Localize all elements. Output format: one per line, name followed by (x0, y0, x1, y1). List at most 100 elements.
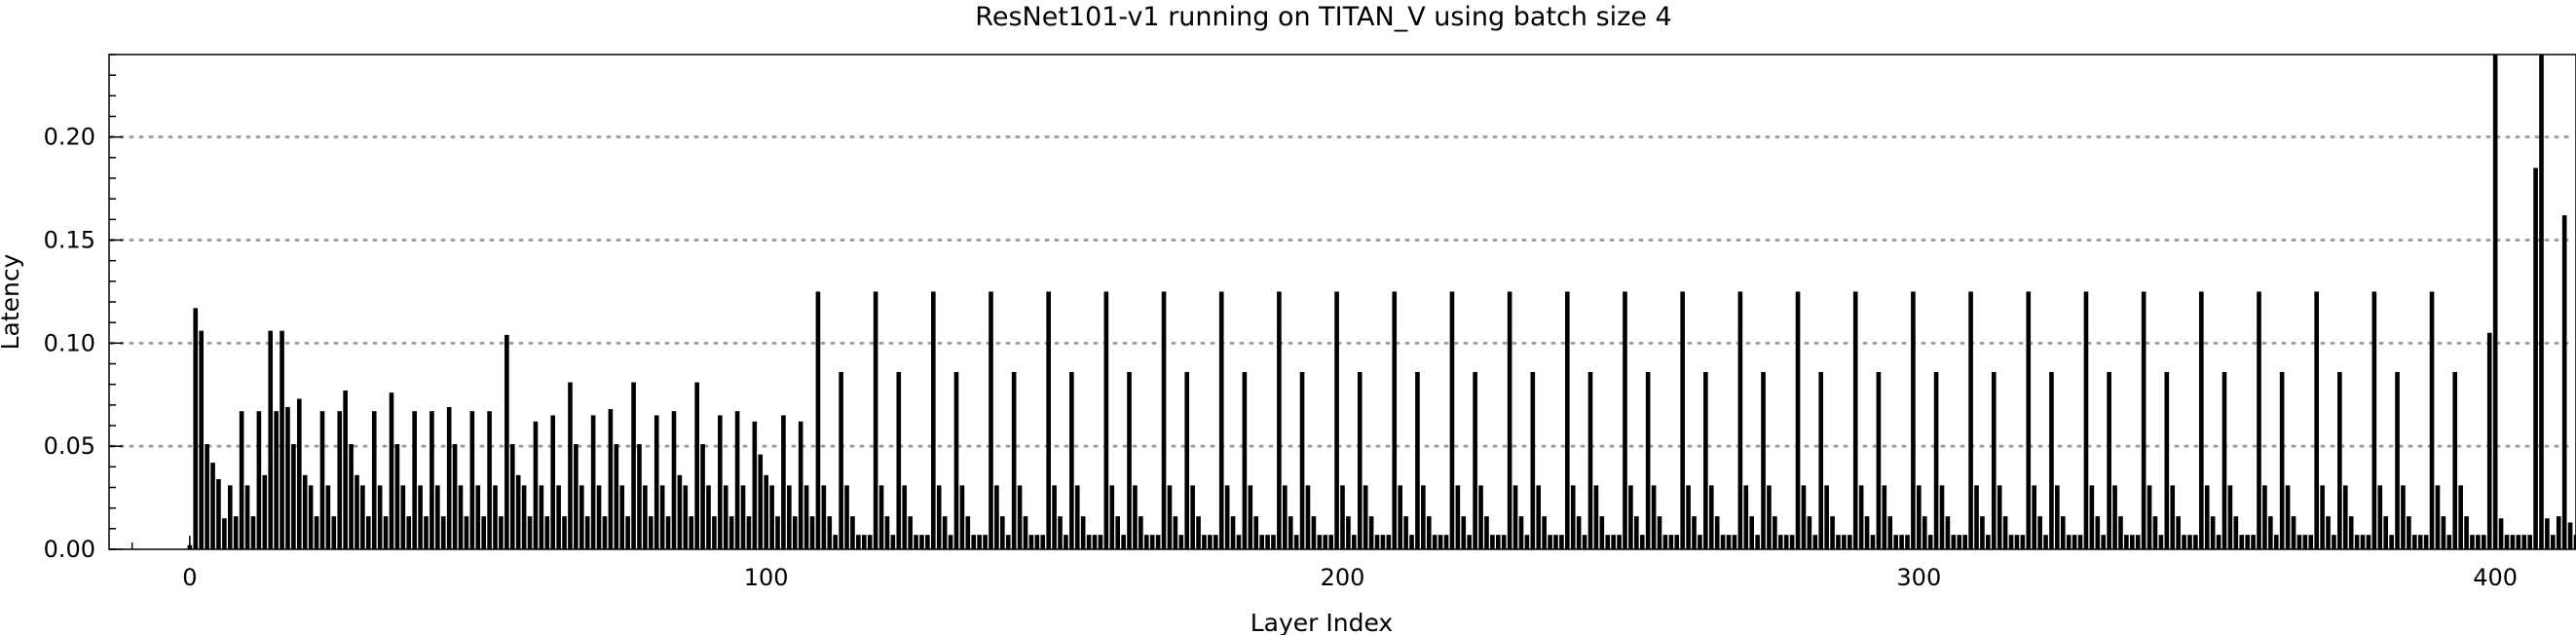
bar (319, 411, 325, 549)
bar (1340, 485, 1345, 549)
bar (809, 516, 815, 549)
bar (1657, 516, 1662, 549)
bar (625, 516, 630, 549)
bar (798, 421, 803, 549)
bar (1415, 371, 1420, 549)
bar (821, 485, 827, 549)
bar (677, 474, 683, 549)
bar (775, 516, 780, 549)
bar (2533, 168, 2538, 550)
bar (2527, 535, 2532, 549)
bar (562, 516, 567, 549)
bar (383, 516, 389, 549)
bar (2204, 485, 2210, 549)
bar (360, 485, 365, 549)
bar (1899, 535, 1904, 549)
bar (2014, 535, 2020, 549)
bar (1046, 291, 1051, 549)
bar (2083, 291, 2089, 549)
bar (1184, 371, 1190, 549)
bar (400, 485, 406, 549)
x-tick-label: 0 (182, 564, 197, 591)
bar (1288, 516, 1293, 549)
bar (1011, 371, 1017, 549)
bar (1040, 535, 1046, 549)
bar (890, 535, 896, 549)
bar (1098, 535, 1103, 549)
bar (1242, 371, 1248, 549)
bar (1842, 535, 1847, 549)
bar (1380, 535, 1386, 549)
bar (746, 516, 752, 549)
bar (596, 485, 602, 549)
bar (931, 291, 936, 549)
bar (1109, 485, 1115, 549)
bar (1409, 535, 1414, 549)
bar (602, 516, 608, 549)
bar (1190, 485, 1195, 549)
bar (296, 398, 302, 549)
bar (1323, 535, 1328, 549)
bar (803, 485, 809, 549)
bar (878, 485, 884, 549)
bar (1208, 535, 1213, 549)
bar (1789, 535, 1795, 549)
bar (2492, 55, 2498, 549)
bar (1986, 535, 1991, 549)
bar (1593, 485, 1599, 549)
bar (2227, 485, 2233, 549)
bar (1374, 535, 1380, 549)
bar (435, 485, 440, 549)
bar (424, 516, 429, 549)
bar (1478, 485, 1483, 549)
bar (544, 516, 550, 549)
bar (1542, 516, 1547, 549)
bar (1852, 291, 1858, 549)
bar (948, 535, 953, 549)
bar (1473, 371, 1477, 549)
bar (1703, 371, 1708, 549)
bar (1773, 516, 1777, 549)
bar (1991, 371, 1997, 549)
bar (1064, 535, 1068, 549)
bar (2124, 535, 2129, 549)
bar (1628, 485, 1633, 549)
bar (1149, 535, 1155, 549)
bar (2326, 516, 2331, 549)
bar (653, 415, 659, 549)
bar (2498, 518, 2504, 549)
bar (1058, 516, 1063, 549)
bar (1293, 535, 1299, 549)
bar (2470, 535, 2475, 549)
bar (1368, 516, 1374, 549)
bar (1127, 371, 1132, 549)
bar (1576, 516, 1582, 549)
bar (1484, 516, 1489, 549)
bar (244, 485, 250, 549)
bar (1623, 291, 1627, 549)
bar (896, 371, 902, 549)
bar (331, 516, 337, 549)
bar (233, 516, 239, 549)
bar (1587, 371, 1593, 549)
bar (2302, 535, 2308, 549)
bar (274, 411, 279, 549)
bar (493, 485, 498, 549)
bar (205, 444, 209, 549)
bar (418, 485, 423, 549)
bar (1864, 516, 1870, 549)
bar (1668, 535, 1674, 549)
bar (758, 454, 764, 549)
bar (2389, 535, 2394, 549)
y-tick-label: 0.10 (44, 329, 95, 356)
bar (1467, 535, 1473, 549)
bar (989, 291, 993, 549)
bar (2521, 535, 2527, 549)
bar (637, 444, 642, 549)
x-tick-label: 200 (1321, 564, 1365, 591)
bar (1565, 291, 1570, 549)
bar (1080, 516, 1086, 549)
bar (1848, 535, 1852, 549)
bar (2296, 535, 2302, 549)
bar (608, 409, 614, 549)
